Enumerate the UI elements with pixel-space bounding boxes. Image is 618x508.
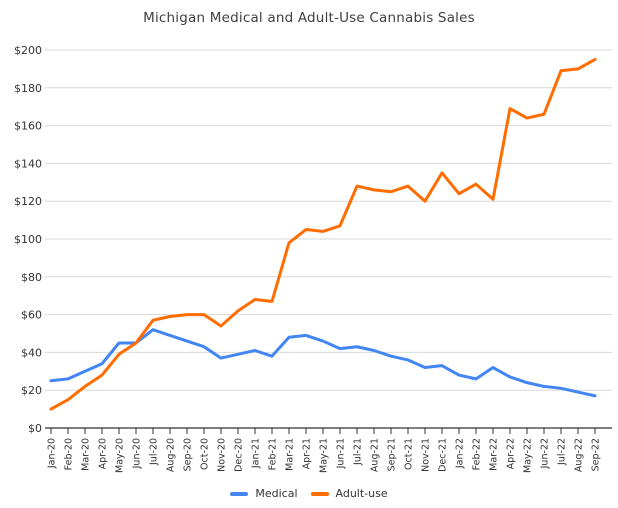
y-axis-tick-label: $140 bbox=[14, 157, 42, 170]
x-axis-tick-label: Nov-20 bbox=[217, 438, 228, 472]
x-axis-tick-label: Nov-21 bbox=[421, 438, 432, 472]
x-axis-tick-label: Jun-22 bbox=[540, 438, 551, 469]
x-axis-tick-label: Sep-22 bbox=[591, 438, 602, 471]
y-axis-tick-label: $80 bbox=[21, 271, 42, 284]
x-axis-tick-label: Apr-22 bbox=[506, 438, 517, 469]
x-axis-tick-label: May-20 bbox=[115, 438, 126, 473]
x-axis-tick-label: Mar-20 bbox=[81, 438, 92, 471]
x-axis-tick-label: Aug-20 bbox=[166, 438, 177, 472]
x-axis-tick-label: May-21 bbox=[319, 438, 330, 473]
chart-title: Michigan Medical and Adult-Use Cannabis … bbox=[143, 10, 475, 26]
legend-label-adult-use: Adult-use bbox=[335, 487, 388, 500]
x-axis-tick-label: Jun-20 bbox=[132, 438, 143, 469]
legend-item-adult-use[interactable]: Adult-use bbox=[310, 487, 388, 500]
y-axis-tick-label: $100 bbox=[14, 233, 42, 246]
x-axis-tick-label: May-22 bbox=[523, 438, 534, 473]
y-axis-tick-label: $60 bbox=[21, 309, 42, 322]
x-axis-tick-label: Aug-21 bbox=[370, 438, 381, 472]
x-axis-tick-label: Jun-21 bbox=[336, 438, 347, 469]
x-axis-tick-label: Sep-21 bbox=[387, 438, 398, 471]
x-axis-tick-label: Aug-22 bbox=[574, 438, 585, 472]
chart-legend: Medical Adult-use bbox=[0, 487, 618, 500]
series-line-adult-use bbox=[49, 57, 597, 411]
x-axis-tick-label: Jan-22 bbox=[455, 438, 466, 469]
x-axis-tick-label: Mar-22 bbox=[489, 438, 500, 471]
y-axis-tick-label: $20 bbox=[21, 384, 42, 397]
y-axis-tick-label: $120 bbox=[14, 195, 42, 208]
y-axis-tick-label: $180 bbox=[14, 82, 42, 95]
x-axis-tick-label: Feb-21 bbox=[268, 438, 279, 470]
y-axis-tick-label: $0 bbox=[28, 422, 42, 435]
x-axis-tick-label: Dec-21 bbox=[438, 438, 449, 472]
x-axis-tick-label: Apr-20 bbox=[98, 438, 109, 469]
legend-swatch-adult-use bbox=[310, 491, 329, 496]
x-axis-tick-label: Feb-20 bbox=[64, 438, 75, 470]
line-chart-plot-area: $0 $20 $40 $60 $80 $100 $120 $140 $160 $180 $200 Ja… bbox=[14, 44, 612, 473]
y-axis-tick-label: $40 bbox=[21, 346, 42, 359]
x-axis-tick-label: Oct-20 bbox=[200, 438, 211, 470]
x-axis-tick-label: Dec-20 bbox=[234, 438, 245, 472]
y-axis-tick-label: $160 bbox=[14, 120, 42, 133]
legend-label-medical: Medical bbox=[255, 487, 298, 500]
x-axis-tick-label: Jan-20 bbox=[47, 438, 58, 469]
x-axis-tick-label: Jul-22 bbox=[557, 438, 568, 466]
x-axis-tick-label: Apr-21 bbox=[302, 438, 313, 469]
legend-swatch-medical bbox=[230, 491, 249, 496]
x-axis-tick-label: Mar-21 bbox=[285, 438, 296, 471]
x-axis-tick-label: Jul-21 bbox=[353, 438, 364, 466]
x-axis-tick-label: Oct-21 bbox=[404, 438, 415, 470]
x-axis-tick-label: Feb-22 bbox=[472, 438, 483, 470]
series-line-medical bbox=[49, 328, 597, 398]
x-axis-tick-label: Sep-20 bbox=[183, 438, 194, 471]
x-axis-tick-label: Jul-20 bbox=[149, 438, 160, 466]
y-axis-tick-label: $200 bbox=[14, 44, 42, 57]
x-axis-tick-label: Jan-21 bbox=[251, 438, 262, 469]
legend-item-medical[interactable]: Medical bbox=[230, 487, 298, 500]
